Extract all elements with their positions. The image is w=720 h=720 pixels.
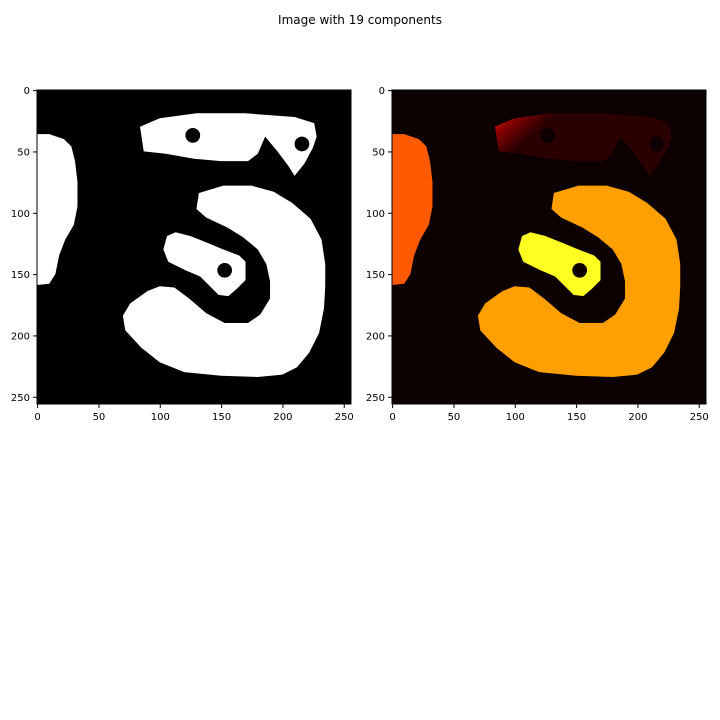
x-tick-label: 50	[448, 412, 461, 423]
y-tick-label: 100	[366, 209, 385, 220]
y-tick-label: 150	[366, 270, 385, 281]
y-tick-label: 0	[24, 86, 30, 97]
image-area	[392, 90, 706, 404]
axes-frame	[36, 89, 352, 405]
y-tick-label: 200	[11, 331, 30, 342]
hole-2	[294, 136, 310, 152]
y-tick-label: 200	[366, 331, 385, 342]
x-tick-label: 100	[506, 412, 525, 423]
y-tick-label: 50	[372, 147, 385, 158]
y-tick-label: 100	[11, 209, 30, 220]
hole-3	[572, 262, 588, 278]
y-tick-label: 50	[17, 147, 30, 158]
hook-component	[122, 185, 326, 378]
upper-band-component	[140, 113, 317, 176]
image-area	[37, 90, 351, 404]
x-tick-label: 200	[628, 412, 647, 423]
x-tick-label: 150	[212, 412, 231, 423]
x-tick-label: 50	[93, 412, 106, 423]
hole-1	[185, 128, 201, 143]
hook-component	[477, 185, 681, 378]
hole-2	[649, 136, 665, 152]
x-tick-label: 250	[335, 412, 354, 423]
upper-band-component	[495, 113, 672, 176]
figure-title: Image with 19 components	[278, 13, 442, 27]
y-tick-label: 0	[379, 86, 385, 97]
hole-1	[540, 128, 556, 143]
left-blob-component	[37, 134, 78, 286]
binary-image-panel: 0 50 100 150 200 250 0 50 100 150 200 250	[11, 86, 354, 423]
hole-3	[217, 262, 233, 278]
inner-arm-component	[163, 232, 246, 297]
inner-arm-component	[518, 232, 601, 297]
y-tick-label: 150	[11, 270, 30, 281]
x-tick-label: 150	[567, 412, 586, 423]
x-tick-label: 250	[690, 412, 709, 423]
x-tick-label: 0	[389, 412, 395, 423]
x-tick-label: 100	[151, 412, 170, 423]
axes-frame	[391, 89, 707, 405]
labeled-components-panel: 0 50 100 150 200 250 0 50 100 150 200 250	[366, 86, 709, 423]
y-tick-label: 250	[11, 393, 30, 404]
y-tick-label: 250	[366, 393, 385, 404]
x-tick-label: 200	[273, 412, 292, 423]
left-blob-component	[392, 134, 433, 286]
x-tick-label: 0	[34, 412, 40, 423]
